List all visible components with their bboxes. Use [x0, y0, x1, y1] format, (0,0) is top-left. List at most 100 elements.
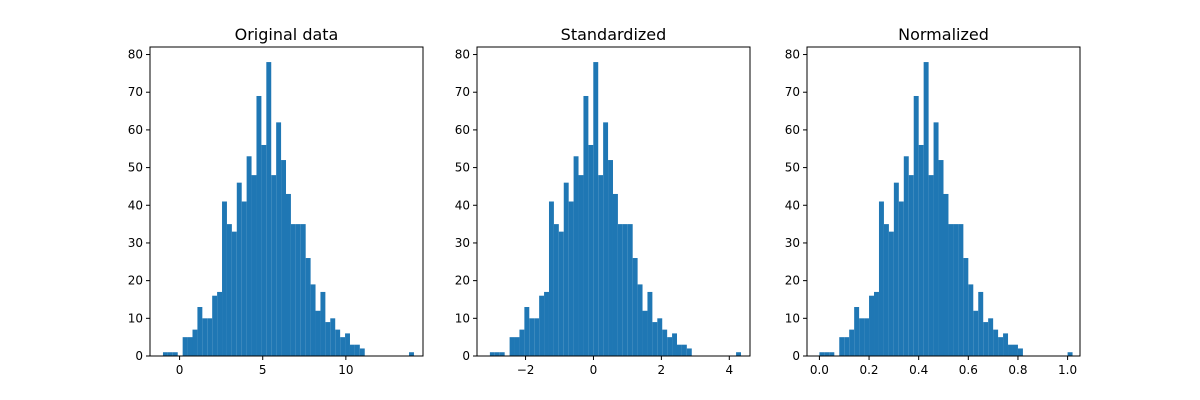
histogram-bar [202, 318, 208, 356]
histogram-bar [558, 231, 564, 356]
y-tick-label: 20 [455, 274, 470, 288]
histogram-bar [928, 175, 934, 356]
x-tick-label: 0.6 [959, 363, 978, 377]
y-tick-label: 30 [128, 236, 143, 250]
histogram-bar [948, 224, 954, 356]
histogram-bar [968, 284, 974, 356]
x-tick-label: 2 [658, 363, 666, 377]
standardized-panel: Standardized 0 10 20 30 40 50 60 70 80 −2 0 2 4 [455, 25, 751, 377]
x-tick-label: 0.0 [810, 363, 829, 377]
histogram-bar [167, 352, 173, 356]
histogram-bar [878, 201, 884, 356]
histogram-bar [859, 318, 865, 356]
histogram-bar [266, 62, 272, 356]
histogram-bar [212, 295, 218, 356]
histogram-bar [676, 344, 682, 356]
x-tick-label: 0.4 [909, 363, 928, 377]
histogram-bar [988, 318, 994, 356]
histogram-bar [300, 224, 306, 356]
y-tick-label: 80 [455, 48, 470, 62]
histogram-bar [1017, 348, 1023, 356]
histogram-bar [978, 291, 984, 356]
histogram-bar [578, 175, 584, 356]
histogram-bar [236, 182, 242, 356]
y-tick-label: 10 [455, 311, 470, 325]
histogram-bar [544, 291, 549, 356]
histogram-bar [998, 337, 1004, 356]
histogram-bar [529, 318, 535, 356]
y-tick-label: 70 [785, 85, 800, 99]
histogram-bar [657, 318, 663, 356]
histogram-bar [573, 156, 579, 356]
histogram-bar [588, 144, 594, 356]
histogram-bar [883, 224, 889, 356]
y-tick-label: 40 [785, 198, 800, 212]
histogram-bar [622, 224, 628, 356]
chart-title: Original data [235, 25, 339, 44]
y-tick-label: 10 [785, 311, 800, 325]
histogram-bar [246, 156, 252, 356]
histogram-bar [345, 333, 350, 356]
histogram-bar [281, 160, 287, 356]
y-tick-label: 20 [785, 274, 800, 288]
histogram-bar [583, 95, 589, 357]
histogram-bar [993, 329, 999, 356]
histogram-bar [354, 344, 360, 356]
histogram-bar [1012, 344, 1018, 356]
histogram-bar [908, 175, 914, 356]
histogram-bar [340, 337, 346, 356]
axes-frame [149, 46, 424, 357]
y-tick-label: 0 [135, 349, 143, 363]
histogram-bar [953, 224, 959, 356]
histogram-bar [335, 329, 341, 356]
histogram-bar [973, 310, 979, 356]
x-tick-label: 5 [259, 363, 267, 377]
histogram-bar [524, 307, 530, 356]
x-tick-label: 0.2 [859, 363, 878, 377]
histogram-bar [162, 352, 168, 356]
y-tick-label: 80 [785, 48, 800, 62]
histogram-bar [839, 337, 845, 356]
histogram-bar [276, 122, 282, 357]
histogram-bar [963, 258, 969, 356]
histogram-bar [1067, 352, 1073, 356]
y-tick-label: 70 [128, 85, 143, 99]
y-tick-label: 60 [455, 123, 470, 137]
y-tick-label: 0 [462, 349, 470, 363]
histogram-bar [271, 175, 277, 356]
histogram-bar [854, 307, 860, 356]
histogram-bar [251, 175, 257, 356]
axes-frame [806, 46, 1081, 357]
histogram-bar [187, 337, 193, 356]
x-tick-label: 0 [590, 363, 598, 377]
histogram-bar [888, 231, 894, 356]
histogram-bar [652, 322, 658, 356]
histogram-bar [637, 284, 643, 356]
y-tick-label: 10 [128, 311, 143, 325]
histogram-bar [241, 201, 247, 356]
histogram-bar [192, 329, 198, 356]
y-tick-label: 70 [455, 85, 470, 99]
histogram-bar [315, 310, 321, 356]
x-tick-label: 0.8 [1008, 363, 1027, 377]
histogram-bar [617, 224, 623, 356]
histogram-bar [938, 160, 944, 356]
histogram-bar [869, 295, 875, 356]
histogram-bar [172, 352, 178, 356]
y-tick-label: 30 [785, 236, 800, 250]
histogram-bar [310, 284, 316, 356]
original-data-panel: Original data 0 10 20 30 40 50 60 70 80 0 5 10 [128, 25, 424, 377]
histogram-bar [958, 224, 964, 356]
y-tick-label: 40 [455, 198, 470, 212]
histogram-bar [736, 352, 742, 356]
histogram-bar [667, 337, 673, 356]
histogram-bar [874, 291, 879, 356]
x-tick-label: 1.0 [1058, 363, 1077, 377]
histogram-bar [593, 62, 599, 356]
histogram-bar [1008, 344, 1013, 356]
histogram-bar [226, 224, 232, 356]
histogram-bar [672, 333, 677, 356]
y-tick-label: 60 [785, 123, 800, 137]
histogram-bar [686, 348, 692, 356]
histogram-bar [918, 144, 924, 356]
